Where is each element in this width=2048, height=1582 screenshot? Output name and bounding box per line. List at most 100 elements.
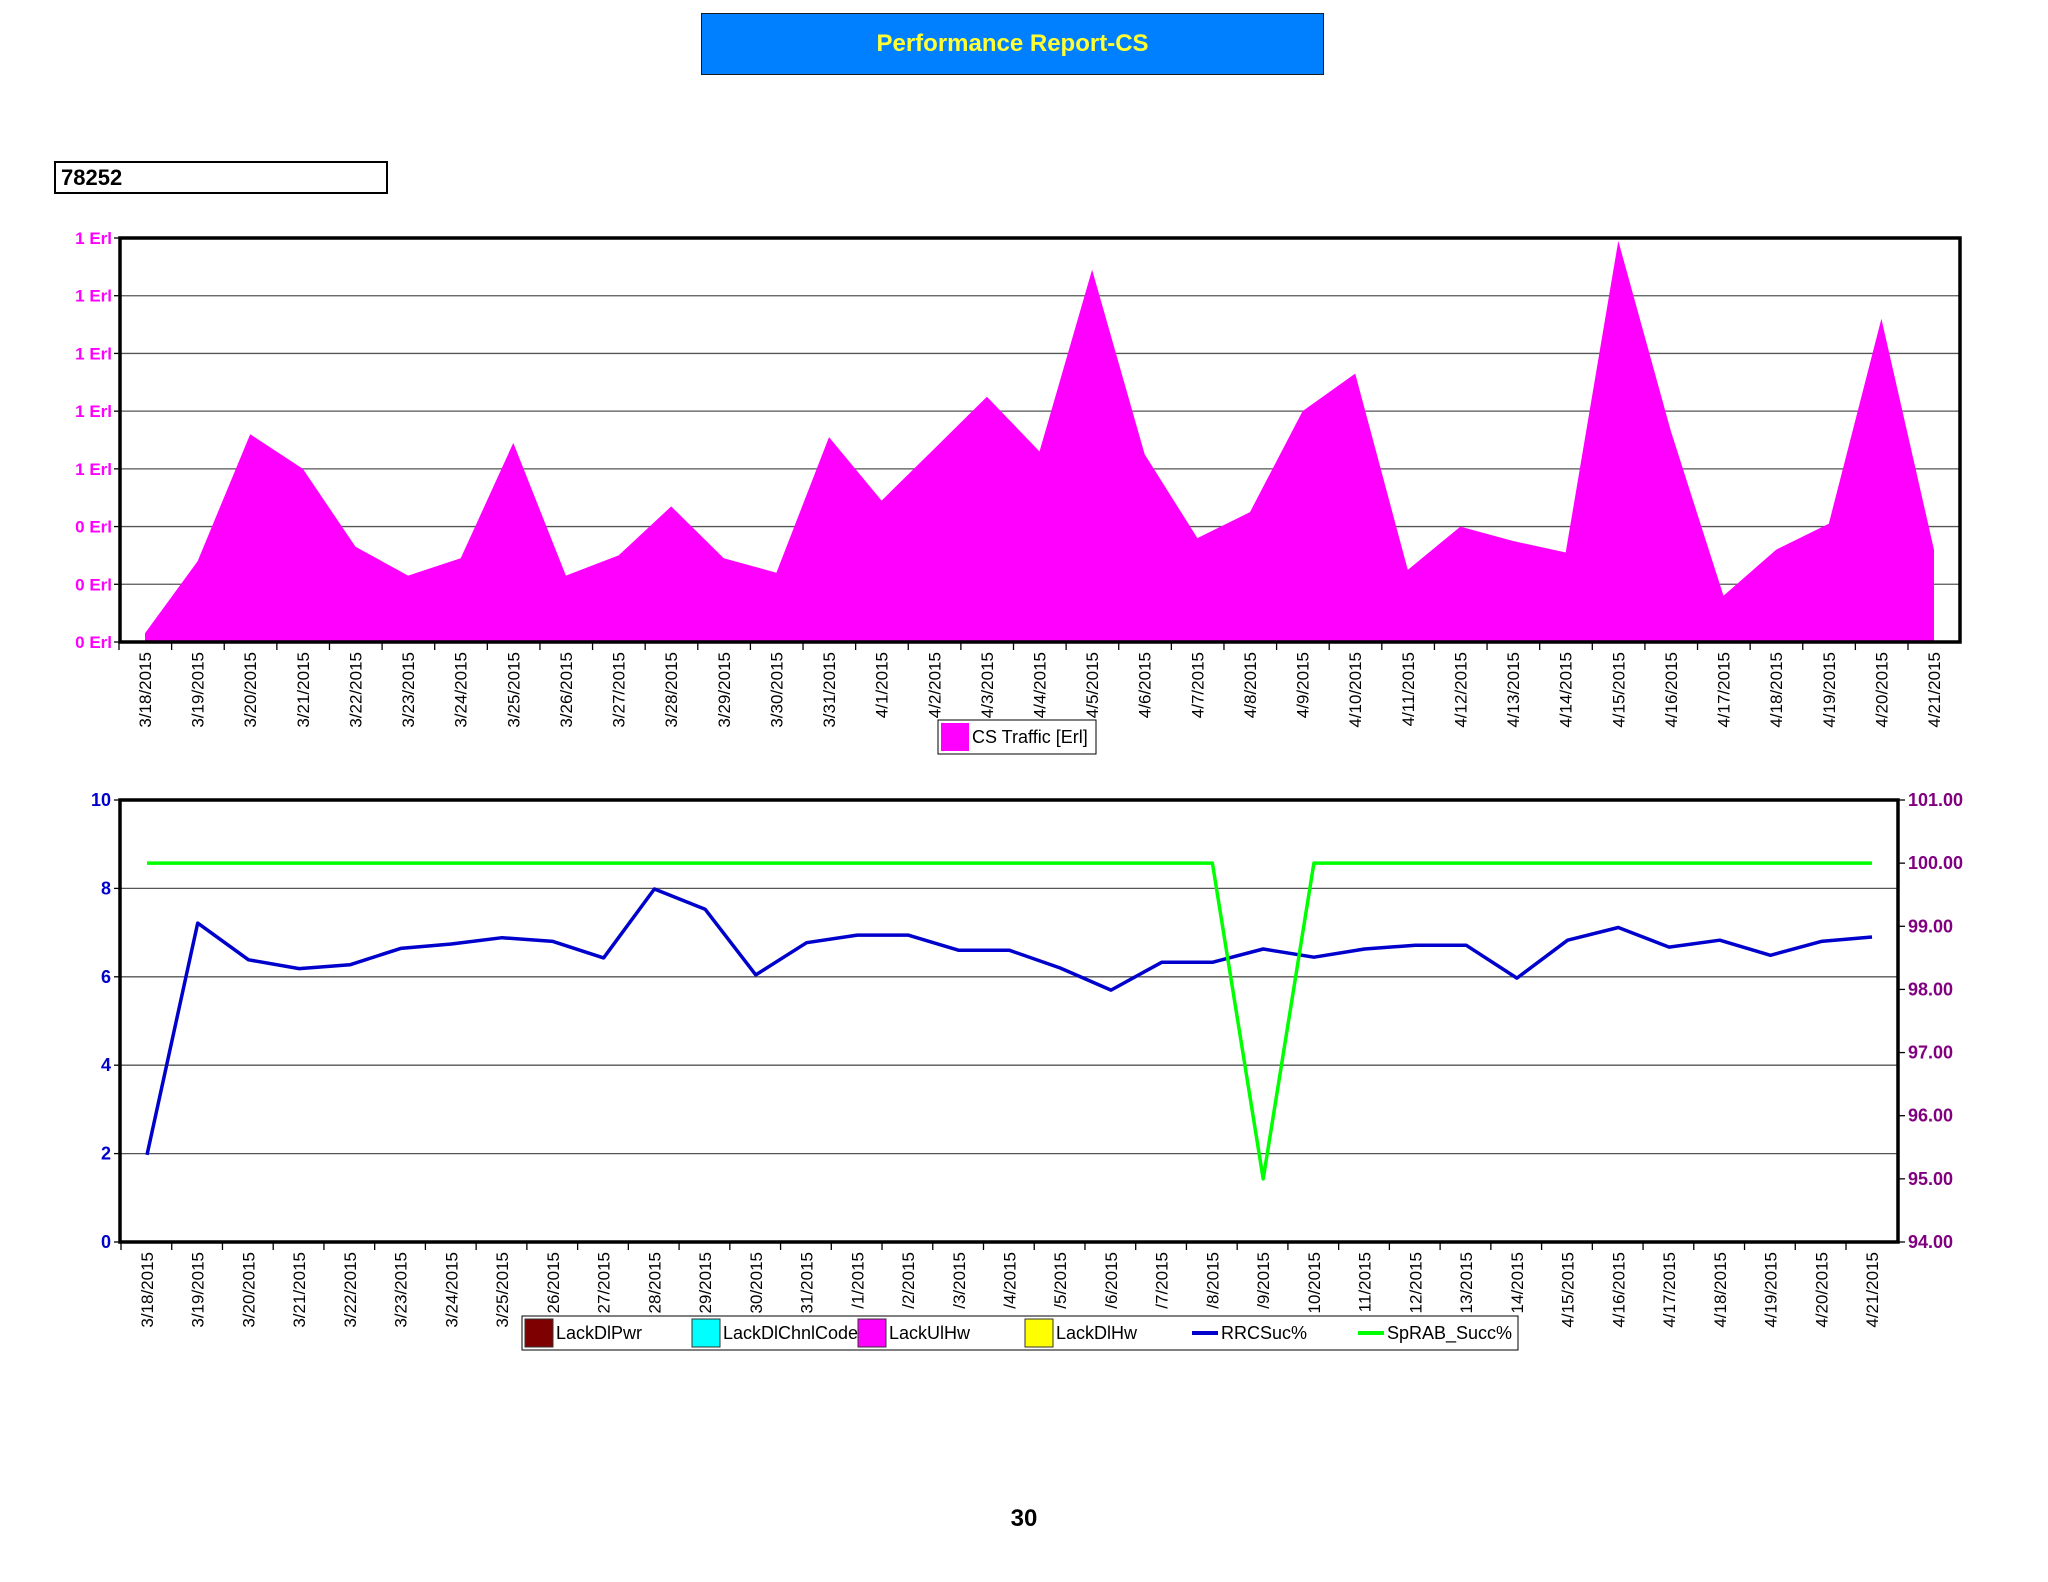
- kpi-xtick-label: 3/21/2015: [290, 1252, 309, 1328]
- kpi-left-ytick-label: 6: [101, 967, 111, 987]
- kpi-right-ytick-label: 101.00: [1908, 790, 1963, 810]
- traffic-xtick-label: 4/13/2015: [1504, 652, 1523, 728]
- kpi-xtick-label: 11/2015: [1356, 1252, 1375, 1312]
- traffic-xtick-label: 3/30/2015: [767, 652, 786, 728]
- kpi-right-ytick-label: 96.00: [1908, 1106, 1953, 1126]
- traffic-xtick-label: 4/7/2015: [1188, 652, 1207, 718]
- legend-swatch-lackdlpwr: [524, 1318, 554, 1348]
- kpi-xtick-label: 3/24/2015: [442, 1252, 461, 1328]
- legend-label-rrcsuc-: RRCSuc%: [1221, 1323, 1307, 1343]
- kpi-xtick-label: 14/2015: [1508, 1252, 1527, 1313]
- kpi-xtick-label: 3/22/2015: [341, 1252, 360, 1328]
- traffic-xtick-label: 4/4/2015: [1031, 652, 1050, 718]
- kpi-xtick-label: 4/18/2015: [1711, 1252, 1730, 1328]
- kpi-xtick-label: 10/2015: [1305, 1252, 1324, 1313]
- legend-swatch-lackdlhw: [1024, 1318, 1054, 1348]
- traffic-xtick-label: 4/20/2015: [1872, 652, 1891, 728]
- traffic-xtick-label: 4/9/2015: [1294, 652, 1313, 718]
- kpi-xtick-label: 28/2015: [645, 1252, 664, 1313]
- legend-label-lackdlpwr: LackDlPwr: [556, 1323, 642, 1343]
- traffic-xtick-label: 4/8/2015: [1241, 652, 1260, 718]
- kpi-left-ytick-label: 4: [101, 1055, 111, 1075]
- traffic-xtick-label: 4/19/2015: [1820, 652, 1839, 728]
- traffic-xtick-label: 4/10/2015: [1346, 652, 1365, 728]
- traffic-xtick-label: 3/18/2015: [136, 652, 155, 728]
- kpi-left-ytick-label: 2: [101, 1144, 111, 1164]
- traffic-xtick-label: 4/3/2015: [978, 652, 997, 718]
- traffic-ytick-label: 1 Erl: [75, 344, 112, 363]
- kpi-xtick-label: 4/17/2015: [1660, 1252, 1679, 1328]
- traffic-ytick-label: 1 Erl: [75, 287, 112, 306]
- report-title: Performance Report-CS: [876, 30, 1149, 57]
- kpi-right-ytick-label: 95.00: [1908, 1169, 1953, 1189]
- kpi-right-ytick-label: 97.00: [1908, 1043, 1953, 1063]
- traffic-xtick-label: 3/27/2015: [610, 652, 629, 728]
- kpi-left-ytick-label: 10: [91, 790, 111, 810]
- site-id-box: 78252: [54, 161, 388, 194]
- kpi-xtick-label: 29/2015: [696, 1252, 715, 1313]
- series-line-sprab-succ-: [147, 861, 1872, 1181]
- kpi-xtick-label: 3/20/2015: [239, 1252, 258, 1328]
- kpi-xtick-label: 4/15/2015: [1559, 1252, 1578, 1328]
- traffic-ytick-label: 1 Erl: [75, 229, 112, 248]
- kpi-plot-frame: [118, 798, 1900, 1244]
- kpi-right-ytick-label: 100.00: [1908, 853, 1963, 873]
- traffic-plot-frame: [118, 236, 1962, 644]
- kpi-xtick-label: /7/2015: [1153, 1252, 1172, 1309]
- traffic-area: [145, 240, 1934, 642]
- traffic-xtick-label: 4/18/2015: [1767, 652, 1786, 728]
- kpi-xtick-label: 3/18/2015: [138, 1252, 157, 1328]
- traffic-legend: CS Traffic [Erl]: [937, 719, 1097, 755]
- kpi-xtick-label: /4/2015: [1001, 1252, 1020, 1309]
- traffic-xtick-label: 4/17/2015: [1715, 652, 1734, 728]
- kpi-xtick-label: 27/2015: [595, 1252, 614, 1313]
- traffic-xtick-label: 3/24/2015: [452, 652, 471, 728]
- kpi-left-ytick-label: 8: [101, 878, 111, 898]
- traffic-xtick-label: 4/14/2015: [1557, 652, 1576, 728]
- traffic-xtick-label: 4/1/2015: [873, 652, 892, 718]
- legend-label-lackdlchnlcode: LackDlChnlCode: [723, 1323, 858, 1343]
- kpi-chart: 0 2 4 6 8 10 94.00 95.00 96.00 97.00 98.00 99.00 100…: [91, 790, 1963, 1351]
- traffic-xtick-label: 3/22/2015: [346, 652, 365, 728]
- kpi-xtick-label: 4/20/2015: [1812, 1252, 1831, 1328]
- traffic-xtick-label: 4/12/2015: [1451, 652, 1470, 728]
- kpi-xtick-label: 4/21/2015: [1863, 1252, 1882, 1328]
- traffic-xtick-label: 4/21/2015: [1925, 652, 1944, 728]
- kpi-xtick-label: /1/2015: [848, 1252, 867, 1309]
- report-title-box: Performance Report-CS: [701, 13, 1324, 75]
- traffic-xtick-label: 3/25/2015: [504, 652, 523, 728]
- kpi-xtick-label: /9/2015: [1254, 1252, 1273, 1309]
- traffic-xtick-label: 4/15/2015: [1609, 652, 1628, 728]
- page-number: 30: [1010, 1505, 1038, 1532]
- kpi-left-ytick-label: 0: [101, 1232, 111, 1252]
- legend-label-sprab-succ-: SpRAB_Succ%: [1387, 1323, 1512, 1344]
- traffic-xtick-label: 3/21/2015: [294, 652, 313, 728]
- kpi-xtick-label: 30/2015: [747, 1252, 766, 1313]
- traffic-xtick-label: 4/5/2015: [1083, 652, 1102, 718]
- kpi-xtick-label: 13/2015: [1457, 1252, 1476, 1313]
- traffic-xtick-label: 3/29/2015: [715, 652, 734, 728]
- kpi-xtick-label: 4/16/2015: [1609, 1252, 1628, 1328]
- traffic-xtick-label: 3/26/2015: [557, 652, 576, 728]
- kpi-xtick-label: /2/2015: [899, 1252, 918, 1309]
- kpi-xtick-label: /3/2015: [950, 1252, 969, 1309]
- kpi-legend: LackDlPwr LackDlChnlCode LackUlHw LackDlHw R…: [521, 1315, 1519, 1351]
- traffic-xtick-label: 4/16/2015: [1662, 652, 1681, 728]
- traffic-xtick-label: 3/23/2015: [399, 652, 418, 728]
- kpi-xtick-label: /5/2015: [1051, 1252, 1070, 1309]
- kpi-xtick-label: 12/2015: [1406, 1252, 1425, 1313]
- legend-swatch-lackdlchnlcode: [691, 1318, 721, 1348]
- traffic-xtick-label: 3/19/2015: [189, 652, 208, 728]
- kpi-xtick-label: 3/25/2015: [493, 1252, 512, 1328]
- traffic-xtick-label: 4/6/2015: [1136, 652, 1155, 718]
- traffic-xtick-label: 3/28/2015: [662, 652, 681, 728]
- kpi-right-ytick-label: 94.00: [1908, 1232, 1953, 1252]
- traffic-xtick-label: 3/31/2015: [820, 652, 839, 728]
- traffic-xtick-label: 4/2/2015: [925, 652, 944, 718]
- kpi-xtick-label: 26/2015: [544, 1252, 563, 1313]
- legend-label-lackulhw: LackUlHw: [889, 1323, 971, 1343]
- legend-label-lackdlhw: LackDlHw: [1056, 1323, 1138, 1343]
- legend-swatch-cs-traffic: [941, 723, 969, 751]
- traffic-ytick-label: 1 Erl: [75, 460, 112, 479]
- traffic-xtick-label: 4/11/2015: [1399, 652, 1418, 726]
